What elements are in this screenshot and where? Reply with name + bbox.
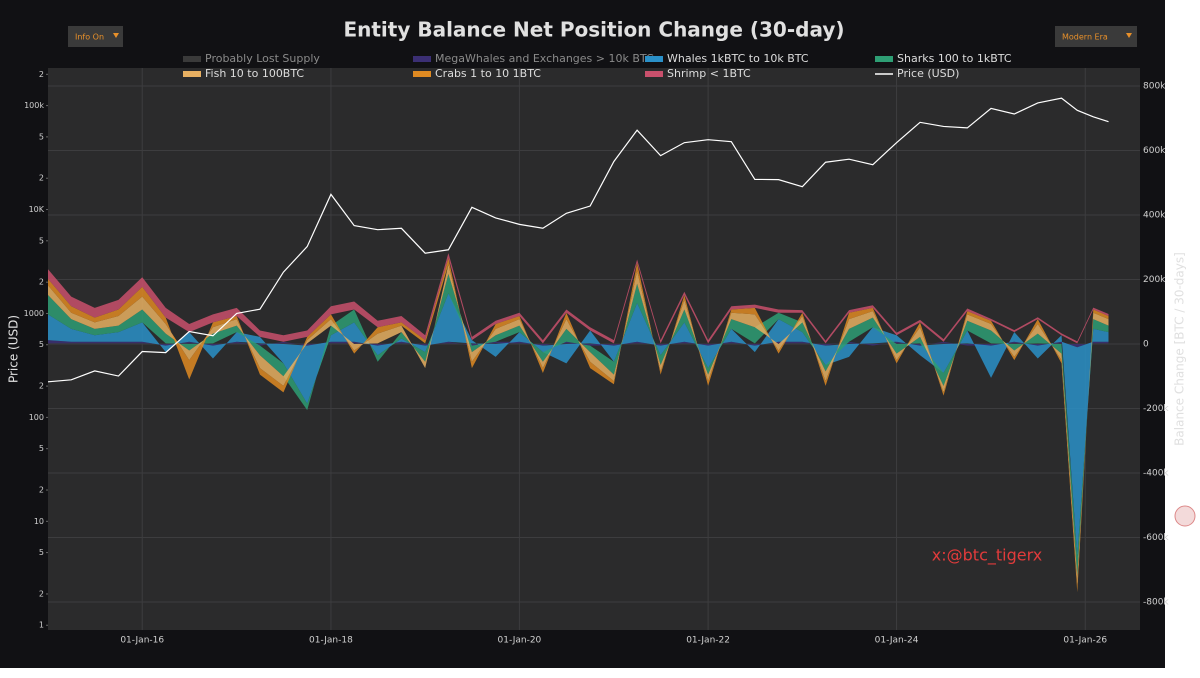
y2-tick-label: -200k [1143, 404, 1169, 414]
y2-tick-label: 0 [1143, 340, 1149, 350]
y-tick-label: 5 [39, 444, 44, 453]
dropdown-label: Info On [75, 33, 104, 42]
legend-label: Whales 1kBTC to 10k BTC [667, 52, 809, 65]
dropdown-arrow [1126, 33, 1132, 38]
y-tick-label: 2 [39, 278, 44, 287]
y2-tick-label: -600k [1143, 533, 1169, 543]
legend-entry[interactable]: Crabs 1 to 10 1BTC [413, 67, 541, 80]
y-tick-label: 2 [39, 382, 44, 391]
y-tick-label: 5 [39, 548, 44, 557]
x-tick-label: 01-Jan-24 [875, 636, 919, 646]
y2-tick-label: 800k [1143, 82, 1166, 92]
x-tick-label: 01-Jan-18 [309, 636, 353, 646]
legend-entry[interactable]: Fish 10 to 100BTC [183, 67, 304, 80]
y-tick-label: 100k [24, 101, 44, 110]
y-tick-label: 10 [34, 517, 44, 526]
dropdown-label: Modern Era [1062, 33, 1108, 42]
dropdown-box [68, 26, 123, 47]
legend-swatch [875, 56, 893, 62]
legend-swatch [645, 56, 663, 62]
dropdown-arrow [113, 33, 119, 38]
chart-title: Entity Balance Net Position Change (30-d… [343, 18, 844, 42]
y2-tick-label: -800k [1143, 597, 1169, 607]
legend-label: Fish 10 to 100BTC [205, 67, 304, 80]
x-tick-label: 01-Jan-22 [686, 636, 730, 646]
legend-swatch [645, 71, 663, 77]
y-tick-label: 5 [39, 132, 44, 141]
legend-entry[interactable]: MegaWhales and Exchanges > 10k BTC [413, 52, 654, 65]
legend-swatch [413, 71, 431, 77]
y-tick-label: 2 [39, 70, 44, 79]
era-dropdown[interactable]: Modern Era [1055, 26, 1137, 47]
y-axis-title: Price (USD) [7, 315, 21, 383]
legend-entry[interactable]: Probably Lost Supply [183, 52, 320, 65]
legend-label: Crabs 1 to 10 1BTC [435, 67, 541, 80]
price-line [47, 97, 1109, 383]
legend-entry[interactable]: Sharks 100 to 1kBTC [875, 52, 1012, 65]
legend-swatch [413, 56, 431, 62]
y2-tick-label: 400k [1143, 211, 1166, 221]
x-tick-label: 01-Jan-16 [120, 636, 164, 646]
legend-entry[interactable]: Price (USD) [875, 67, 959, 80]
y-tick-label: 100 [29, 413, 44, 422]
legend-entry[interactable]: Shrimp < 1BTC [645, 67, 751, 80]
legend-label: Shrimp < 1BTC [667, 67, 751, 80]
y-tick-label: 5 [39, 236, 44, 245]
legend-label: Sharks 100 to 1kBTC [897, 52, 1012, 65]
x-tick-label: 01-Jan-26 [1063, 636, 1107, 646]
y-tick-label: 2 [39, 174, 44, 183]
y2-axis-title: Balance Change [BTC / 30-days] [1173, 252, 1187, 446]
area-series [48, 293, 1109, 557]
y2-tick-label: 600k [1143, 146, 1166, 156]
legend-swatch [183, 56, 201, 62]
y-tick-label: 5 [39, 340, 44, 349]
y-tick-label: 1 [39, 621, 44, 630]
legend-label: MegaWhales and Exchanges > 10k BTC [435, 52, 654, 65]
y-tick-label: 10K [29, 205, 45, 214]
y-tick-label: 2 [39, 486, 44, 495]
watermark: x:@btc_tigerx [932, 546, 1042, 566]
y2-tick-label: 200k [1143, 275, 1166, 285]
legend-entry[interactable]: Whales 1kBTC to 10k BTC [645, 52, 809, 65]
legend-label: Probably Lost Supply [205, 52, 320, 65]
y2-tick-label: -400k [1143, 468, 1169, 478]
x-tick-label: 01-Jan-20 [498, 636, 542, 646]
legend-swatch [183, 71, 201, 77]
y-tick-label: 1000 [24, 309, 44, 318]
info-dropdown[interactable]: Info On [68, 26, 123, 47]
side-icon[interactable] [1174, 505, 1196, 527]
plot-layer [46, 68, 1140, 630]
y-tick-label: 2 [39, 589, 44, 598]
legend-label: Price (USD) [897, 67, 959, 80]
dropdown-box [1055, 26, 1137, 47]
